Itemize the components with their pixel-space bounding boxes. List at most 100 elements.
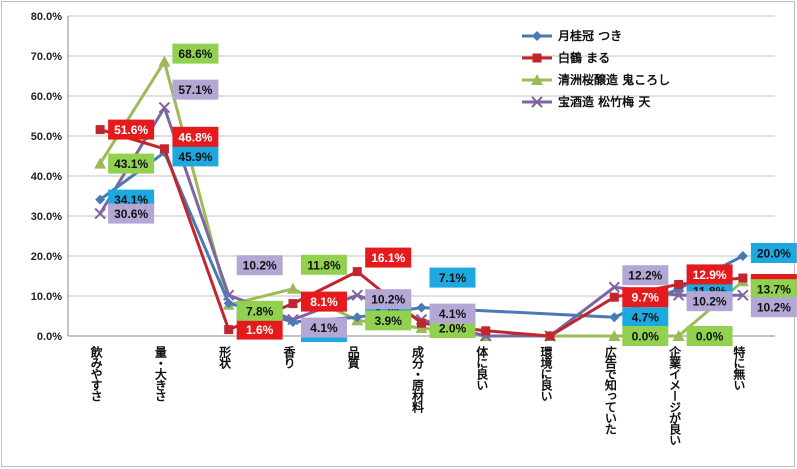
category-label: 成分・原材料 <box>411 345 425 414</box>
legend-item: 宝酒造 松竹梅 天 <box>522 94 651 109</box>
legend-item: 清洲桜醸造 鬼ころし <box>522 72 670 87</box>
data-label-text: 0.0% <box>696 330 724 344</box>
data-label-text: 57.1% <box>178 83 212 97</box>
diamond-marker <box>95 194 106 205</box>
data-label-box <box>108 119 155 140</box>
triangle-marker <box>672 330 685 341</box>
square-marker <box>738 273 748 283</box>
data-label: 12.9% <box>686 264 733 285</box>
category-label: 香り <box>282 345 296 369</box>
square-marker <box>674 279 684 289</box>
square-marker <box>288 299 298 309</box>
legend-label: 白鶴 まる <box>558 50 610 65</box>
data-label: 45.9% <box>172 146 219 167</box>
data-label-box <box>172 79 219 100</box>
category-label: 広告で知っていた <box>603 345 617 435</box>
category-label: 品質 <box>346 346 360 370</box>
data-label-box <box>236 300 283 321</box>
category-label: 形状 <box>218 346 232 370</box>
data-label-box <box>172 43 219 64</box>
data-label-text: 11.8% <box>307 258 341 272</box>
data-label-box <box>108 203 155 224</box>
diamond-marker <box>223 298 234 309</box>
y-tick-label: 40.0% <box>31 171 62 183</box>
data-label-text: 10.2% <box>243 259 277 273</box>
data-label: 7.8% <box>236 300 283 321</box>
data-label-box <box>429 267 476 288</box>
data-label-text: 3.9% <box>375 314 403 328</box>
data-label-box <box>750 297 797 318</box>
data-label-box <box>365 310 412 331</box>
data-label-text: 4.1% <box>310 321 338 335</box>
x-marker-stroke <box>531 96 543 108</box>
data-label: 10.2% <box>365 289 412 310</box>
diamond-marker <box>737 251 748 261</box>
triangle-marker <box>158 55 171 67</box>
data-labels: 34.1%45.9%8.2%3.5%4.7%7.1%4.7%11.8%20.0%… <box>108 43 797 346</box>
y-tick-label: 80.0% <box>31 11 62 23</box>
data-label-box <box>686 264 733 285</box>
x-marker <box>94 207 106 220</box>
data-label-text: 7.1% <box>439 271 467 285</box>
data-label-box <box>300 291 347 312</box>
square-marker <box>481 326 491 336</box>
data-label: 4.7% <box>622 307 669 328</box>
data-label-box <box>172 146 219 167</box>
data-label: 7.1% <box>429 267 476 288</box>
data-label: 10.2% <box>750 297 797 318</box>
category-label: 環境に良い <box>539 346 553 402</box>
diamond-marker <box>287 317 298 327</box>
x-marker <box>351 289 363 301</box>
data-label: 46.8% <box>172 126 219 147</box>
diamond-marker <box>532 31 542 41</box>
triangle-marker <box>531 74 543 85</box>
category-label: 体に良い <box>475 345 489 391</box>
x-marker-stroke <box>608 281 621 293</box>
data-label: 1.6% <box>236 319 283 340</box>
data-label: 68.6% <box>172 43 219 64</box>
data-label-box <box>172 126 219 147</box>
x-marker <box>737 289 749 301</box>
triangle-marker <box>94 157 107 169</box>
data-label-text: 4.1% <box>439 307 467 321</box>
data-label-text: 10.2% <box>371 293 405 307</box>
data-label-box <box>300 254 347 275</box>
data-label-box <box>429 303 476 324</box>
square-marker <box>159 144 169 154</box>
x-marker-stroke <box>351 289 363 301</box>
y-tick-label: 20.0% <box>31 251 62 263</box>
data-label-text: 7.8% <box>246 304 274 318</box>
category-label: 特に無い <box>732 345 746 391</box>
data-label-text: 2.0% <box>439 322 467 336</box>
data-label-text: 8.1% <box>310 295 338 309</box>
data-label: 16.1% <box>365 247 412 268</box>
data-label: 12.2% <box>622 265 669 286</box>
data-label: 9.7% <box>622 287 669 308</box>
square-marker <box>95 125 105 135</box>
data-label-text: 12.9% <box>693 268 727 282</box>
triangle-marker <box>608 330 621 341</box>
square-marker <box>545 331 555 341</box>
data-label-box <box>622 326 669 346</box>
data-label-text: 12.2% <box>628 269 662 283</box>
y-tick-label: 0.0% <box>37 331 62 343</box>
data-label-box <box>686 326 733 346</box>
x-marker-stroke <box>158 101 171 114</box>
data-label-box <box>750 243 797 263</box>
diamond-marker <box>352 312 363 323</box>
data-label-text: 16.1% <box>371 251 405 265</box>
data-label: 10.2% <box>686 291 733 312</box>
data-label: 4.1% <box>429 303 476 324</box>
data-label-text: 20.0% <box>757 247 791 261</box>
data-label-text: 68.6% <box>178 47 212 61</box>
data-label: 8.1% <box>300 291 347 312</box>
legend-item: 月桂冠 つき <box>522 28 622 43</box>
data-label-text: 46.8% <box>178 130 212 144</box>
data-label-text: 10.2% <box>757 301 791 315</box>
y-tick-label: 10.0% <box>31 291 62 303</box>
diamond-marker <box>609 312 620 323</box>
